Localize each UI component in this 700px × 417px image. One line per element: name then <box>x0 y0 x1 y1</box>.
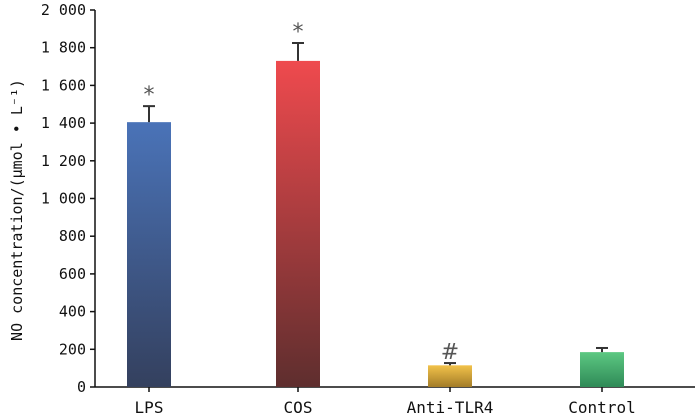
y-tick-label: 1 000 <box>41 190 86 208</box>
x-tick-label: LPS <box>135 398 164 417</box>
significance-marks: * * # <box>144 20 460 365</box>
bar-anti-tlr4 <box>428 365 472 387</box>
x-axis: LPS COS Anti-TLR4 Control <box>95 386 695 417</box>
x-tick-label: Control <box>568 398 635 417</box>
error-bars <box>143 41 608 366</box>
y-axis-title: NO concentration/(μmol • L⁻¹) <box>8 79 26 341</box>
y-tick-label: 1 400 <box>41 114 86 132</box>
y-tick-label: 1 600 <box>41 76 86 94</box>
x-tick-label: COS <box>284 398 313 417</box>
y-tick-label: 1 800 <box>41 39 86 57</box>
y-tick-label: 600 <box>59 265 86 283</box>
y-tick-label: 800 <box>59 227 86 245</box>
y-tick-label: 400 <box>59 303 86 321</box>
y-tick-label: 2 000 <box>41 1 86 19</box>
significance-mark: * <box>144 83 155 108</box>
y-tick-label: 1 200 <box>41 152 86 170</box>
y-axis: 0 200 400 600 800 1 000 1 200 1 400 1 600 1 800 2 … <box>41 1 96 396</box>
bar-control <box>580 352 624 387</box>
y-tick-label: 0 <box>77 378 86 396</box>
x-tick-label: Anti-TLR4 <box>407 398 494 417</box>
bar-lps <box>127 122 171 387</box>
significance-mark: # <box>441 340 459 365</box>
bars <box>127 60 624 388</box>
bar-cos <box>276 60 320 388</box>
y-tick-label: 200 <box>59 340 86 358</box>
significance-mark: * <box>293 20 304 45</box>
